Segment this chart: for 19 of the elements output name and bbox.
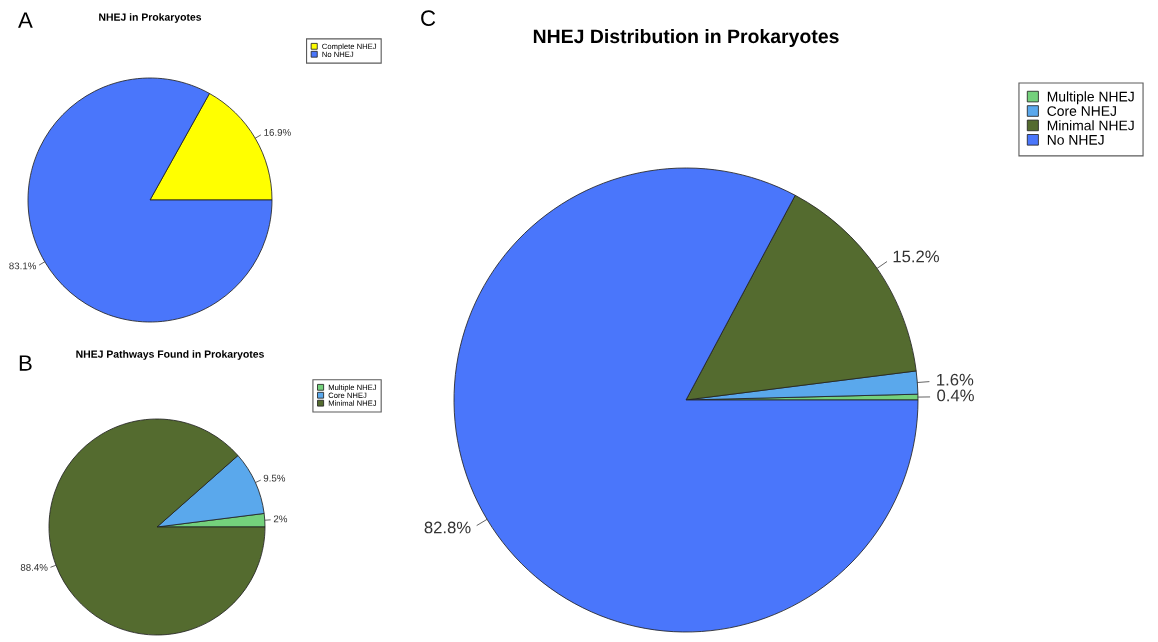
text: B [19,355,32,371]
legend-label: Core NHEJ [1047,106,1116,116]
data-label: 16.9% [264,129,291,136]
legend-label: Minimal NHEJ [1047,120,1134,131]
legend-label: Multiple NHEJ [1047,91,1134,105]
data-label: 9.5% [263,474,286,482]
chart-title: NHEJ Pathways Found in Prokaryotes [76,350,264,360]
legend-label: No NHEJ [1047,135,1104,145]
data-label: 88.4% [20,563,48,571]
data-label: 83.1% [9,262,37,270]
text: A [18,12,33,28]
text: C [421,10,436,26]
chart-title: NHEJ in Prokaryotes [99,13,202,23]
data-label: 0.4% [937,389,974,402]
chart-title: NHEJ Distribution in Prokaryotes [533,28,839,48]
data-label: 82.8% [424,521,471,534]
data-label: 2% [273,515,288,523]
data-label: 1.6% [937,373,974,386]
data-label: 15.2% [893,250,940,263]
